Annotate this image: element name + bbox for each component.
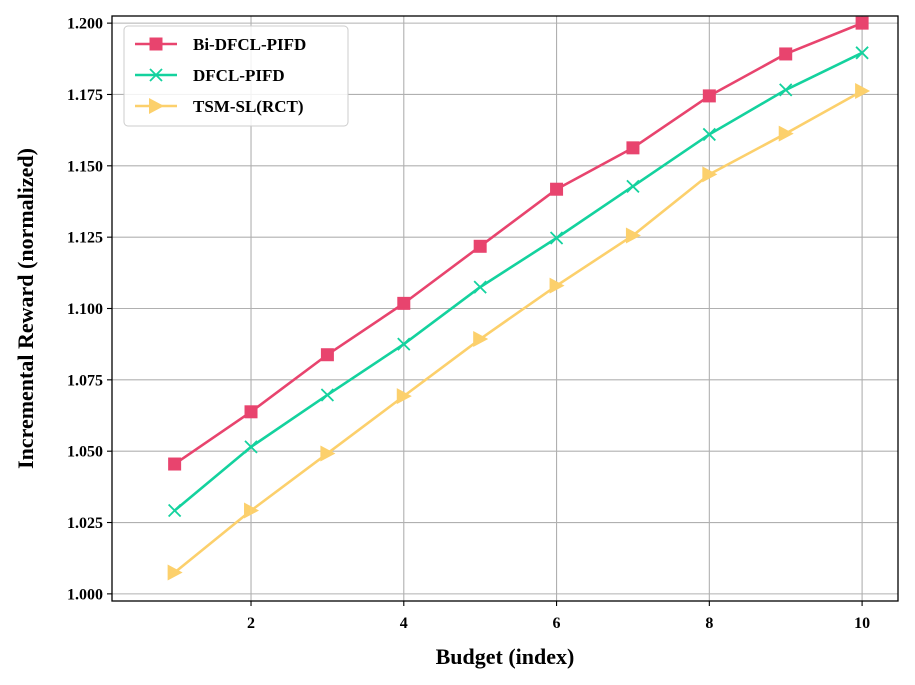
data-point <box>779 83 793 97</box>
legend-box <box>123 25 349 127</box>
legend-marker <box>149 37 163 51</box>
data-point <box>702 166 718 183</box>
legend-item: DFCL-PIFD <box>135 66 285 85</box>
legend-label: TSM-SL(RCT) <box>193 97 304 116</box>
y-tick-label: 1.050 <box>67 444 103 461</box>
series-layer <box>167 16 871 581</box>
data-point <box>855 83 871 100</box>
legend: Bi-DFCL-PIFD DFCL-PIFD TSM-SL(RCT) <box>123 25 349 127</box>
y-tick-label: 1.100 <box>67 301 103 318</box>
data-point <box>320 348 334 362</box>
series-line <box>173 51 863 512</box>
x-tick-label: 8 <box>705 615 713 632</box>
y-tick-label: 1.150 <box>67 158 103 175</box>
data-point <box>320 445 336 462</box>
data-point <box>626 141 640 155</box>
x-tick-label: 6 <box>553 615 561 632</box>
legend-marker <box>149 98 164 114</box>
series-line <box>173 89 863 574</box>
data-point <box>397 337 411 351</box>
legend-item: Bi-DFCL-PIFD <box>135 35 306 54</box>
data-point <box>473 331 489 348</box>
series-2 <box>167 83 871 581</box>
data-point <box>549 231 564 245</box>
data-point <box>473 239 487 253</box>
series-line <box>173 21 863 466</box>
legend-item: TSM-SL(RCT) <box>135 97 304 116</box>
data-point <box>244 405 258 419</box>
data-point <box>473 280 487 294</box>
data-point <box>625 227 641 244</box>
data-point <box>779 47 793 61</box>
series-0 <box>168 16 869 471</box>
data-point <box>396 388 412 405</box>
data-point <box>168 457 182 471</box>
data-point <box>167 503 182 518</box>
legend-marker <box>149 68 163 82</box>
data-point <box>778 125 794 142</box>
x-tick-label: 4 <box>400 615 408 632</box>
data-point <box>626 179 640 193</box>
data-point <box>397 296 411 310</box>
series-1 <box>167 46 869 518</box>
data-point <box>549 277 565 294</box>
data-point <box>320 388 335 402</box>
x-tick-label: 2 <box>247 615 255 632</box>
y-axis-title: Incremental Reward (normalized) <box>13 148 38 469</box>
y-tick-label: 1.175 <box>67 87 103 104</box>
data-point <box>702 127 716 142</box>
y-tick-label: 1.200 <box>67 16 103 33</box>
y-axis: 1.000 1.025 1.050 1.075 1.100 1.125 1.150 1.175… <box>67 16 112 603</box>
y-tick-label: 1.025 <box>67 515 103 532</box>
x-axis: 2 4 6 8 10 <box>247 601 870 632</box>
y-tick-label: 1.000 <box>67 586 103 603</box>
data-point <box>244 502 260 519</box>
x-tick-label: 10 <box>854 615 870 632</box>
legend-label: Bi-DFCL-PIFD <box>193 35 306 54</box>
data-point <box>550 182 564 196</box>
y-tick-label: 1.075 <box>67 372 103 389</box>
y-tick-label: 1.125 <box>67 230 103 247</box>
legend-label: DFCL-PIFD <box>193 66 285 85</box>
x-axis-title: Budget (index) <box>436 644 575 669</box>
data-point <box>167 564 183 581</box>
data-point <box>855 46 869 60</box>
data-point <box>702 89 716 103</box>
data-point <box>244 440 258 454</box>
data-point <box>855 16 869 30</box>
grid-lines <box>112 16 898 601</box>
